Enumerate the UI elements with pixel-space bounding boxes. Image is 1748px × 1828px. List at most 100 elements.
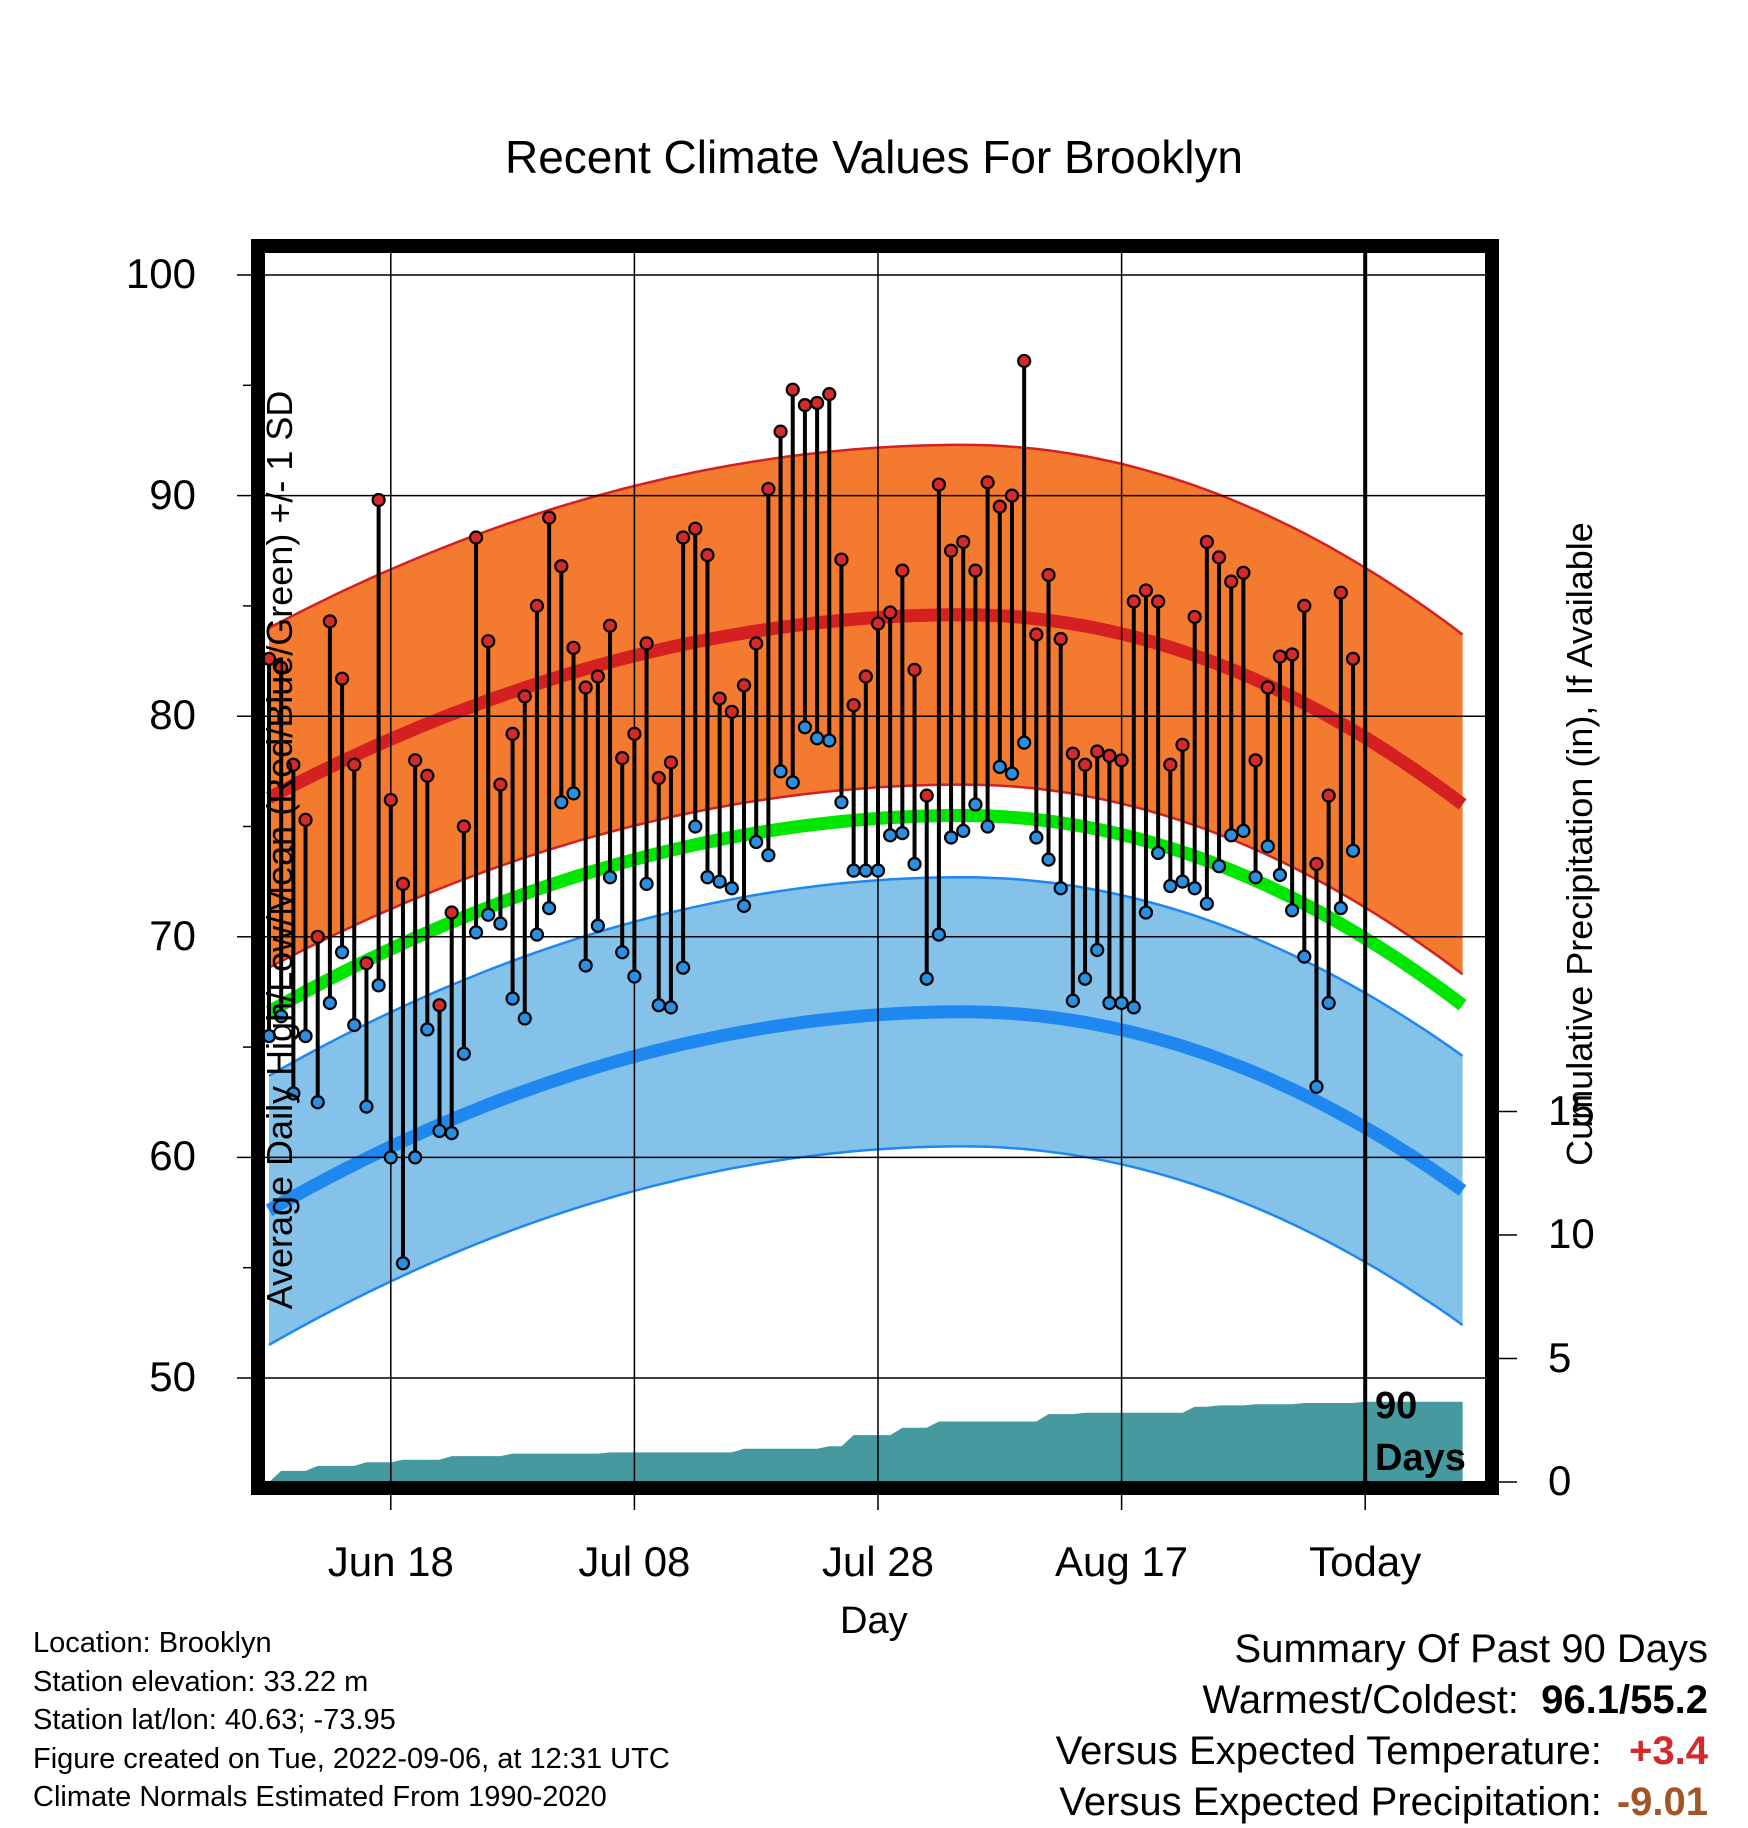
daily-high-point xyxy=(481,634,496,649)
daily-low-point xyxy=(785,775,800,790)
daily-high-point xyxy=(383,792,398,808)
created-text: Figure created on Tue, 2022-09-06, at 12… xyxy=(33,1742,670,1775)
daily-low-point xyxy=(1309,1079,1324,1094)
temp-row: Versus Expected Temperature: +3.4 xyxy=(1056,1726,1708,1777)
daily-high-point xyxy=(809,395,825,411)
daily-high-point xyxy=(1102,748,1117,764)
daily-high-point xyxy=(1163,757,1178,772)
daily-high-point xyxy=(895,563,910,578)
daily-high-point xyxy=(956,534,971,550)
daily-high-point xyxy=(517,689,532,704)
normal-low-band-lower-edge xyxy=(268,1145,1464,1346)
daily-high-point xyxy=(627,726,642,741)
elevation-text: Station elevation: 33.22 m xyxy=(33,1665,369,1698)
daily-high-point xyxy=(1285,647,1300,662)
daily-high-point xyxy=(432,998,447,1013)
daily-low-point xyxy=(1077,971,1093,986)
daily-high-point xyxy=(286,757,301,772)
daily-low-point xyxy=(420,1022,435,1037)
daily-high-point xyxy=(542,510,557,525)
daily-high-point xyxy=(822,387,837,402)
daily-low-point xyxy=(310,1095,325,1110)
y2-tick-label: 10 xyxy=(1548,1210,1595,1257)
daily-low-point xyxy=(1248,870,1263,885)
daily-low-point xyxy=(1236,823,1251,839)
daily-low-point xyxy=(1321,995,1336,1011)
x-tick-label: Aug 17 xyxy=(1055,1538,1189,1585)
daily-low-point xyxy=(1345,843,1361,858)
daily-high-point xyxy=(322,614,337,629)
today-days-label: 90 Days xyxy=(1375,1380,1466,1484)
daily-low-point xyxy=(554,795,569,810)
daily-low-point xyxy=(578,958,593,973)
warm-cold-label: Warmest/Coldest: xyxy=(1202,1678,1519,1722)
daily-low-point xyxy=(1211,859,1227,874)
daily-high-point xyxy=(1138,583,1154,598)
daily-low-point xyxy=(322,995,337,1011)
daily-low-point xyxy=(383,1150,398,1165)
daily-high-point xyxy=(749,636,764,651)
plot-frame xyxy=(251,239,1499,1495)
daily-high-point xyxy=(359,956,374,971)
daily-high-point xyxy=(529,598,545,614)
daily-high-point xyxy=(785,382,800,397)
daily-high-point xyxy=(968,563,983,578)
daily-low-point xyxy=(639,876,654,891)
y2-tick-label: 0 xyxy=(1548,1457,1572,1504)
daily-low-point xyxy=(517,1011,532,1026)
daily-high-point xyxy=(761,481,776,497)
daily-high-point xyxy=(724,704,739,719)
y2-tick-label: 5 xyxy=(1548,1333,1572,1381)
daily-low-point xyxy=(688,819,703,834)
daily-high-point xyxy=(992,499,1007,514)
daily-high-point xyxy=(712,691,727,706)
daily-low-point xyxy=(761,848,776,863)
daily-high-point xyxy=(773,424,788,439)
normal-low-line xyxy=(265,1005,1467,1216)
daily-high-point xyxy=(1345,651,1361,666)
daily-low-point xyxy=(931,927,947,942)
daily-low-point xyxy=(980,819,995,834)
daily-high-point xyxy=(420,768,435,783)
daily-low-point xyxy=(371,978,386,993)
daily-low-point xyxy=(395,1256,411,1271)
daily-low-point xyxy=(895,826,910,841)
daily-low-point xyxy=(493,916,508,931)
latlon-text: Station lat/lon: 40.63; -73.95 xyxy=(33,1704,396,1736)
y-tick-label: 50 xyxy=(149,1353,196,1400)
daily-high-point xyxy=(834,552,849,567)
daily-low-point xyxy=(1187,881,1202,896)
daily-high-point xyxy=(1260,680,1275,695)
daily-low-point xyxy=(992,759,1007,775)
daily-high-point xyxy=(1224,574,1239,589)
daily-high-point xyxy=(907,662,922,677)
daily-low-point xyxy=(700,870,715,885)
warm-cold-separator: / xyxy=(1619,1678,1631,1722)
y-tick-label: 80 xyxy=(149,691,196,739)
y-tick-label: 90 xyxy=(149,470,196,518)
daily-low-point xyxy=(956,823,971,839)
daily-high-point xyxy=(347,757,362,772)
daily-low-point xyxy=(542,901,557,916)
normal-high-band-upper-edge xyxy=(268,443,1464,636)
daily-high-point xyxy=(505,726,520,741)
daily-low-point xyxy=(1297,949,1312,964)
daily-high-point xyxy=(1114,753,1129,768)
daily-low-point xyxy=(286,1086,301,1101)
y2-axis-label: Cumulative Precipitation (in), If Availa… xyxy=(1559,522,1600,1166)
daily-low-point xyxy=(274,1009,289,1024)
daily-high-point xyxy=(858,669,873,684)
daily-low-point xyxy=(359,1099,374,1114)
x-tick-label: Jul 08 xyxy=(578,1538,691,1585)
daily-low-point xyxy=(1163,878,1178,894)
daily-low-point xyxy=(724,881,739,896)
daily-low-point xyxy=(676,960,691,975)
daily-low-point xyxy=(943,830,959,845)
temp-value: +3.4 xyxy=(1629,1729,1708,1773)
daily-high-point xyxy=(444,905,459,920)
daily-high-point xyxy=(1211,550,1227,565)
daily-high-point xyxy=(736,678,752,693)
y2-tick-label: 15 xyxy=(1548,1086,1595,1134)
daily-low-point xyxy=(712,874,727,889)
